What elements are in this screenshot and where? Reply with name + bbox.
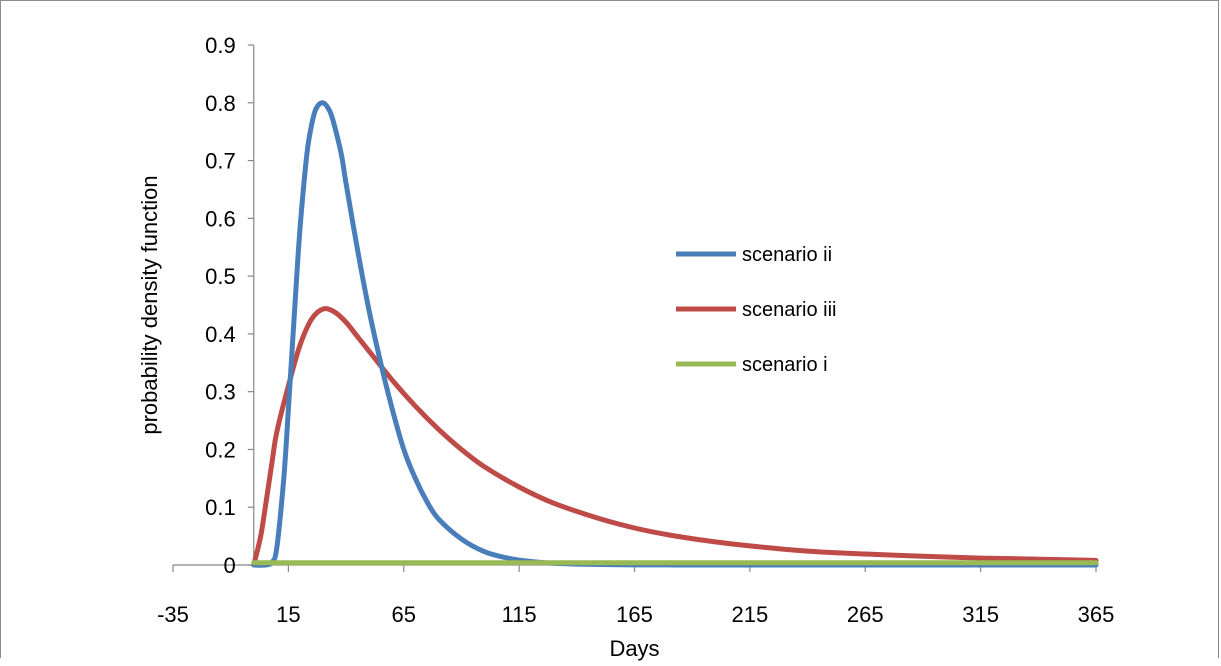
x-axis-title: Days	[609, 636, 659, 661]
y-tick-label: 0.1	[205, 495, 236, 520]
y-tick-label: 0.9	[205, 33, 236, 58]
y-tick-label: 0.4	[205, 322, 236, 347]
legend: scenario ii scenario iii scenario i	[676, 244, 836, 376]
y-tick-label: 0.2	[205, 437, 236, 462]
y-tick-label: 0.5	[205, 264, 236, 289]
y-tick-label: 0.8	[205, 91, 236, 116]
y-tick-label: 0.6	[205, 206, 236, 231]
x-tick-label: 215	[732, 602, 769, 627]
y-axis-title: probability density function	[137, 175, 162, 434]
x-tick-label: 265	[847, 602, 884, 627]
x-tick-label: 315	[962, 602, 999, 627]
legend-label: scenario i	[742, 354, 828, 376]
series-line-scenario-iii	[251, 306, 1099, 568]
y-tick-label: 0.7	[205, 149, 236, 174]
x-tick-label: 365	[1078, 602, 1115, 627]
y-tick-label: 0	[224, 553, 236, 578]
x-tick-label: 115	[502, 602, 537, 627]
y-tick-labels: 0 0.1 0.2 0.3 0.4 0.5 0.6 0.7 0.8 0.9	[205, 33, 236, 578]
legend-label: scenario ii	[742, 244, 832, 266]
legend-label: scenario iii	[742, 299, 836, 321]
x-tick-label: 15	[276, 602, 300, 627]
x-tick-label: -35	[157, 602, 189, 627]
x-tick-label: 165	[616, 602, 653, 627]
x-tick-label: 65	[392, 602, 416, 627]
series-layer	[251, 100, 1099, 568]
series-line-scenario-ii	[251, 100, 1099, 568]
y-tick-label: 0.3	[205, 380, 236, 405]
x-tick-labels: -35 15 65 115 165 215 265 315 365	[157, 602, 1114, 627]
